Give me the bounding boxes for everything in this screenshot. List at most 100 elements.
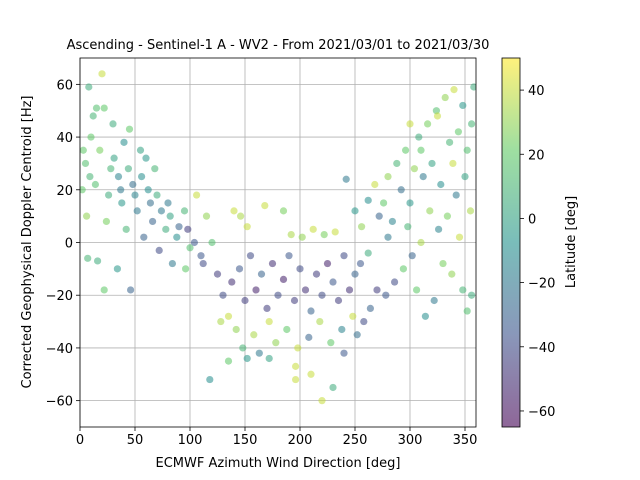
scatter-point: [190, 238, 198, 247]
y-axis-ticks: 60 40 20 0 −20 −40 −60: [46, 78, 80, 410]
x-axis-ticks: 0 50 100 150 200 250 300 350: [76, 427, 478, 448]
scatter-point: [301, 286, 310, 294]
scatter-point: [426, 207, 434, 215]
x-tick-label: 100: [178, 433, 203, 448]
scatter-point: [120, 138, 128, 146]
y-axis-label: Corrected Geophysical Doppler Centroid […: [20, 95, 35, 388]
scatter-point: [243, 223, 251, 231]
scatter-point: [98, 70, 106, 78]
scatter-point: [433, 112, 442, 120]
y-tick-label: 20: [56, 184, 73, 199]
scatter-point: [202, 212, 211, 220]
scatter-point: [184, 225, 192, 233]
scatter-point: [468, 120, 476, 128]
scatter-point: [224, 312, 233, 320]
x-tick-label: 50: [127, 433, 144, 448]
scatter-point: [107, 165, 115, 173]
scatter-point: [257, 270, 266, 278]
colorbar-tick-label: 40: [528, 84, 545, 99]
scatter-point: [428, 159, 436, 168]
scatter-point: [140, 233, 148, 241]
scatter-point: [224, 357, 233, 365]
scatter-point: [331, 228, 339, 236]
scatter-point: [424, 120, 432, 128]
scatter-point: [364, 196, 372, 204]
scatter-point: [118, 199, 126, 207]
scatter-point: [193, 191, 201, 199]
grid-lines: [79, 58, 476, 427]
scatter-point: [446, 138, 454, 146]
scatter-point: [312, 270, 321, 278]
scatter-point: [279, 207, 288, 215]
scatter-point: [452, 191, 460, 199]
scatter-point: [96, 146, 104, 154]
scatter-point: [408, 252, 416, 260]
scatter-point: [232, 325, 240, 334]
scatter-point: [138, 173, 146, 181]
scatter-point: [206, 375, 214, 384]
scatter-point: [340, 252, 348, 260]
scatter-point: [230, 207, 238, 215]
scatter-point: [89, 112, 97, 120]
scatter-point: [448, 270, 456, 278]
x-axis-label: ECMWF Azimuth Wind Direction [deg]: [156, 456, 401, 471]
x-tick-label: 350: [453, 433, 478, 448]
scatter-point: [94, 257, 102, 265]
scatter-point: [250, 331, 258, 339]
scatter-point: [417, 146, 425, 154]
scatter-point: [235, 265, 244, 273]
scatter-point: [237, 212, 245, 220]
scatter-point: [466, 207, 475, 215]
scatter-point: [463, 146, 471, 154]
scatter-point: [419, 173, 427, 181]
scatter-point: [283, 325, 291, 334]
chart-title: Ascending - Sentinel-1 A - WV2 - From 20…: [67, 38, 490, 53]
scatter-point: [449, 159, 457, 168]
scatter-point: [157, 207, 165, 215]
scatter-point: [402, 146, 410, 154]
scatter-point: [100, 286, 108, 294]
scatter-point: [430, 296, 438, 305]
scatter-point: [316, 317, 324, 326]
scatter-point: [349, 312, 357, 320]
scatter-point: [279, 275, 288, 283]
scatter-point: [91, 180, 99, 189]
scatter-point: [437, 180, 445, 189]
scatter-point: [375, 212, 383, 220]
scatter-point: [261, 202, 269, 210]
scatter-point: [246, 252, 255, 260]
scatter-point: [413, 286, 421, 294]
scatter-point: [459, 101, 467, 110]
scatter-point: [136, 146, 145, 154]
scatter-point: [142, 154, 150, 162]
scatter-point: [290, 296, 299, 305]
scatter-point: [84, 254, 92, 262]
scatter-point: [110, 154, 118, 162]
scatter-point: [384, 173, 392, 181]
scatter-point: [393, 159, 401, 168]
scatter-point: [373, 286, 381, 294]
scatter-point: [459, 286, 467, 294]
scatter-point: [470, 83, 476, 91]
colorbar-tick-label: 0: [528, 212, 536, 227]
colorbar-frame: [501, 57, 521, 428]
scatter-point: [454, 128, 462, 136]
scatter-point: [149, 217, 157, 226]
scatter-point: [406, 120, 414, 128]
scatter-point: [86, 173, 94, 181]
scatter-point: [146, 199, 154, 207]
scatter-point: [81, 159, 90, 168]
scatter-point: [180, 207, 189, 215]
scatter-point: [360, 317, 368, 326]
scatter-point: [85, 83, 93, 91]
scatter-point: [219, 291, 227, 299]
scatter-point: [351, 270, 359, 278]
scatter-point: [265, 354, 273, 363]
scatter-point: [307, 370, 315, 378]
scatter-point: [468, 291, 476, 299]
scatter-point: [114, 173, 123, 181]
x-tick-label: 200: [288, 433, 313, 448]
scatter-point: [133, 207, 141, 215]
y-tick-label: −60: [46, 395, 73, 410]
